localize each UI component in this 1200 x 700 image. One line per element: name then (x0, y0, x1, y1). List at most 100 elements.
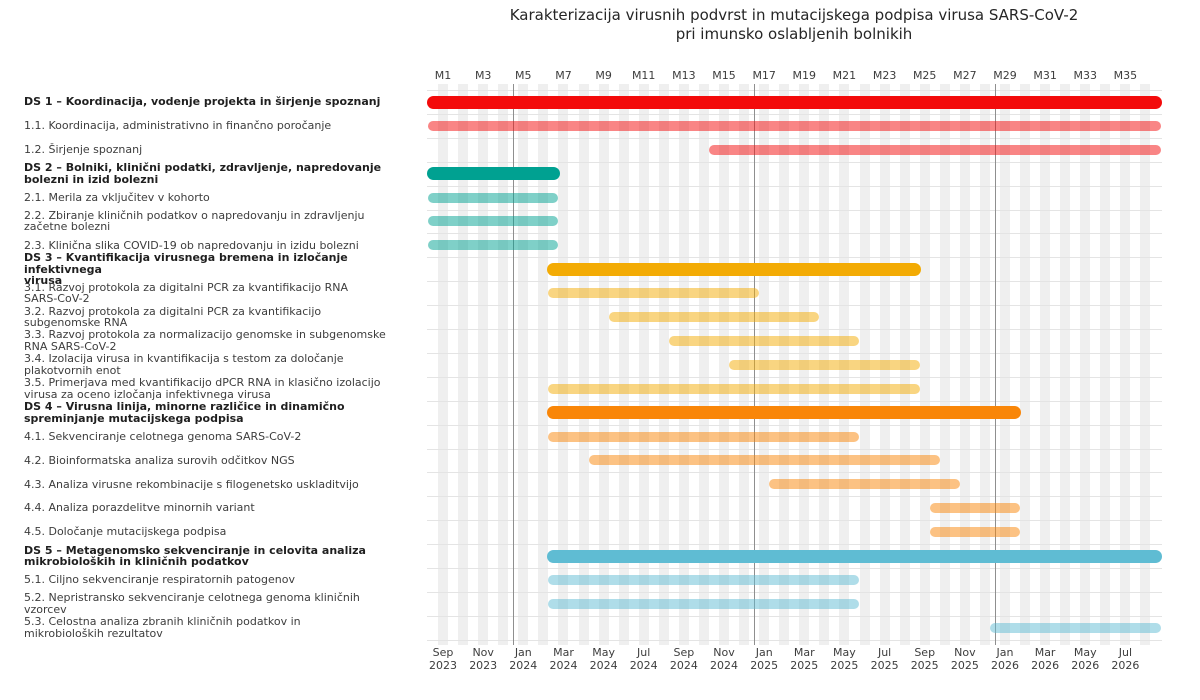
task-label-ds5: DS 5 – Metagenomsko sekvenciranje in cel… (24, 543, 366, 569)
chart-title: Karakterizacija virusnih podvrst in muta… (394, 6, 1194, 44)
month-stripe (658, 84, 669, 645)
year-gridline (995, 84, 996, 645)
month-axis-label: M29 (993, 69, 1017, 82)
date-axis-label: Jan 2025 (750, 646, 779, 672)
chart-title-line2: pri imunsko oslabljenih bolnikih (675, 25, 913, 43)
task-label-ds3: DS 3 – Kvantifikacija virusnega bremena … (24, 251, 348, 287)
row-gridline (427, 376, 1162, 378)
gantt-bar-ds2 (426, 167, 560, 181)
row-gridline (427, 568, 1162, 569)
month-stripe (498, 84, 509, 645)
date-axis-label: May 2025 (830, 646, 859, 672)
date-axis-label: Nov 2024 (710, 646, 738, 672)
task-label-3-3: 3.3. Razvoj protokola za normalizacijo g… (24, 328, 386, 353)
gantt-bar-3-5 (548, 383, 920, 394)
task-label-3-1: 3.1. Razvoj protokola za digitalni PCR z… (24, 280, 349, 306)
chart-title-line1: Karakterizacija virusnih podvrst in muta… (509, 6, 1079, 24)
task-label-1-1: 1.1. Koordinacija, administrativno in fi… (24, 119, 332, 133)
month-stripe (438, 84, 449, 645)
month-axis-label: M13 (672, 69, 696, 82)
date-axis-label: Jan 2024 (509, 646, 538, 672)
gantt-bar-2-2 (428, 216, 559, 227)
task-label-2-3: 2.3. Klinična slika COVID-19 ob napredov… (24, 238, 359, 252)
month-stripe (719, 84, 729, 645)
month-stripe (518, 84, 529, 645)
month-stripe (698, 84, 709, 645)
row-gridline (427, 615, 1162, 617)
gantt-bar-ds5 (546, 549, 1162, 563)
task-label-2-1: 2.1. Merila za vključitev v kohorto (24, 190, 210, 204)
month-stripe (979, 84, 990, 645)
month-stripe (598, 84, 609, 645)
month-axis-label: M17 (752, 69, 776, 82)
task-label-3-5: 3.5. Primerjava med kvantifikacijo dPCR … (24, 376, 381, 401)
gantt-bar-5-3 (990, 622, 1161, 633)
gantt-bar-3-1 (548, 288, 760, 299)
month-axis-label: M35 (1113, 69, 1138, 82)
month-axis-label: M9 (595, 69, 612, 82)
month-axis-label: M21 (832, 69, 857, 82)
month-axis-label: M23 (872, 69, 897, 82)
date-axis-label: Nov 2023 (469, 646, 498, 672)
row-gridline (427, 137, 1162, 139)
month-stripe (999, 84, 1010, 645)
month-stripe (478, 84, 489, 645)
gantt-bar-3-2 (608, 312, 820, 323)
task-label-5-1: 5.1. Ciljno sekvenciranje respiratornih … (24, 573, 295, 587)
gantt-bar-5-1 (548, 575, 860, 585)
date-axis-label: Jul 2026 (1111, 646, 1140, 672)
row-gridline (427, 161, 1162, 163)
month-stripe (578, 84, 589, 645)
row-gridline (427, 185, 1162, 187)
month-stripe (458, 84, 469, 645)
gantt-bar-4-1 (548, 431, 860, 442)
month-stripe (1020, 84, 1031, 645)
month-axis-label: M25 (912, 69, 937, 82)
date-axis-label: Sep 2023 (429, 646, 457, 672)
date-axis-label: Jul 2024 (629, 646, 658, 672)
task-label-5-3: 5.3. Celostna analiza zbranih kliničnih … (24, 615, 301, 640)
row-gridline (427, 520, 1162, 522)
month-stripe (538, 84, 549, 645)
month-axis-label: M33 (1073, 69, 1098, 82)
row-gridline (427, 472, 1162, 474)
gantt-bar-4-2 (588, 455, 940, 466)
gantt-bar-ds4 (546, 406, 1022, 420)
gantt-bar-3-3 (668, 335, 860, 346)
month-axis-label: M1 (434, 69, 452, 82)
year-gridline (513, 84, 515, 645)
gantt-bar-1-1 (428, 120, 1161, 131)
task-label-1-2: 1.2. Širjenje spoznanj (24, 142, 143, 156)
date-axis-label: Sep 2025 (910, 646, 939, 672)
task-label-4-5: 4.5. Določanje mutacijskega podpisa (24, 525, 227, 539)
task-label-ds4: DS 4 – Virusna linija, minorne različice… (24, 400, 345, 425)
gantt-bar-ds3 (546, 262, 922, 276)
month-stripe (678, 84, 689, 645)
task-label-4-3: 4.3. Analiza virusne rekombinacije s fil… (24, 477, 359, 491)
row-gridline (427, 639, 1162, 641)
month-stripe (1080, 84, 1091, 645)
row-gridline (427, 400, 1162, 402)
row-gridline (427, 591, 1162, 593)
month-axis-label: M7 (555, 69, 572, 82)
month-axis-label: M27 (953, 69, 977, 82)
month-stripe (1060, 84, 1071, 645)
month-axis-label: M19 (792, 69, 817, 82)
row-gridline (427, 305, 1162, 307)
date-axis-label: May 2026 (1071, 646, 1100, 672)
month-axis-label: M15 (712, 69, 736, 82)
row-gridline (427, 448, 1162, 450)
date-axis-label: Mar 2026 (1031, 646, 1060, 672)
month-axis-label: M5 (515, 69, 532, 82)
row-gridline (427, 496, 1162, 498)
row-gridline (427, 352, 1162, 354)
task-label-3-2: 3.2. Razvoj protokola za digitalni PCR z… (24, 304, 322, 330)
row-gridline (427, 209, 1162, 211)
task-label-4-1: 4.1. Sekvenciranje celotnega genoma SARS… (24, 429, 302, 443)
row-gridline (427, 113, 1162, 115)
month-stripe (1040, 84, 1051, 645)
row-gridline (427, 90, 1162, 91)
date-axis-label: Mar 2025 (790, 646, 819, 672)
date-axis-label: Nov 2025 (950, 646, 979, 672)
date-axis-label: May 2024 (589, 646, 618, 672)
